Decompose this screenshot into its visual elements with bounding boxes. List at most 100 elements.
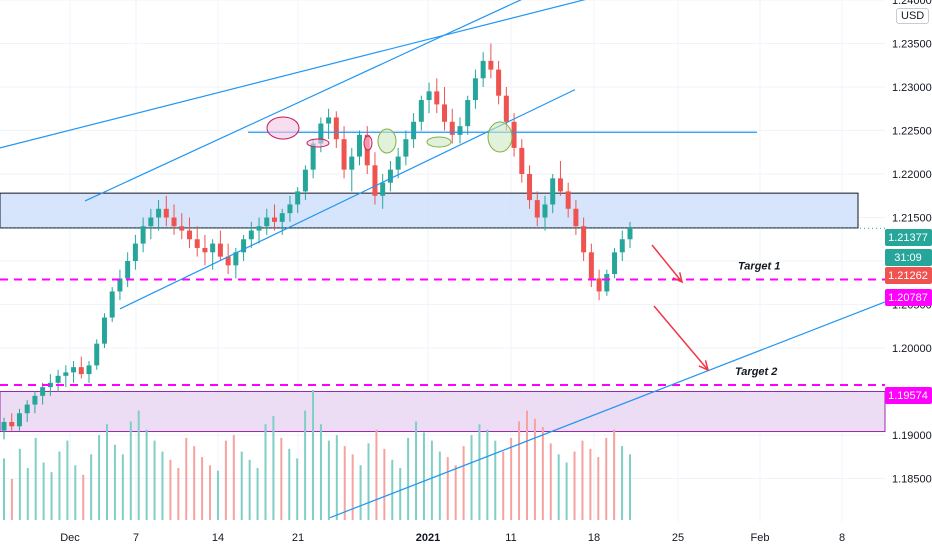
price-tick-label: 1.22000 xyxy=(892,169,932,181)
candle-body xyxy=(557,178,563,192)
currency-badge[interactable]: USD xyxy=(896,8,930,24)
time-tick-label: 14 xyxy=(212,532,224,544)
volume-bar xyxy=(375,429,378,520)
target-label: Target 1 xyxy=(738,261,780,273)
volume-bar xyxy=(232,435,235,520)
volume-bar xyxy=(66,440,69,520)
volume-bar xyxy=(446,457,449,520)
volume-bar xyxy=(34,437,37,520)
volume-bar xyxy=(98,435,101,520)
volume-bar xyxy=(272,416,275,520)
volume-bar xyxy=(327,440,330,520)
volume-bar xyxy=(407,437,410,520)
volume-bar xyxy=(470,435,473,520)
candle-body xyxy=(326,117,332,124)
price-tag xyxy=(885,229,932,246)
volume-bar xyxy=(161,451,164,520)
candle-body xyxy=(163,208,169,218)
candle-body xyxy=(55,375,61,383)
volume-bar xyxy=(502,451,505,520)
volume-bar xyxy=(597,457,600,520)
volume-bar xyxy=(106,424,109,520)
drawing-layer xyxy=(0,0,886,519)
volume-bar xyxy=(494,440,497,520)
volume-bar xyxy=(224,440,227,520)
volume-bar xyxy=(177,468,180,520)
volume-layer xyxy=(3,390,631,520)
volume-bar xyxy=(613,429,616,520)
volume-bar xyxy=(90,454,93,520)
volume-bar xyxy=(454,465,457,520)
candle-body xyxy=(604,274,610,292)
candle-body xyxy=(395,156,401,170)
price-tag xyxy=(885,267,932,284)
arrow-shaft xyxy=(651,244,683,283)
candle-body xyxy=(418,100,424,122)
volume-bar xyxy=(240,451,243,520)
volume-bar xyxy=(343,446,346,520)
candle-body xyxy=(519,147,525,174)
time-tick-label: Dec xyxy=(60,532,80,544)
volume-bar xyxy=(169,459,172,520)
volume-bar xyxy=(478,424,481,520)
volume-bar xyxy=(573,451,576,520)
volume-bar xyxy=(422,432,425,520)
candle-body xyxy=(256,226,262,231)
candle-body xyxy=(241,239,247,253)
volume-bar xyxy=(288,448,291,520)
candle-body xyxy=(16,413,22,427)
candle-body xyxy=(480,60,486,79)
arrow-head xyxy=(672,272,684,284)
candle-body xyxy=(271,217,277,222)
candle-layer xyxy=(1,43,633,440)
candle-body xyxy=(449,121,455,135)
candle-body xyxy=(573,208,579,227)
candle-body xyxy=(132,243,138,261)
arrow-shaft xyxy=(653,305,709,371)
volume-bar xyxy=(26,468,29,520)
volume-bar xyxy=(319,424,322,520)
candle-body xyxy=(333,117,339,140)
price-tag-label: 1.21262 xyxy=(888,270,928,282)
candle-body xyxy=(565,191,571,209)
volume-bar xyxy=(589,448,592,520)
volume-bar xyxy=(10,478,13,520)
candle-body xyxy=(403,139,409,157)
volume-bar xyxy=(42,462,45,520)
volume-bar xyxy=(510,437,513,520)
candle-body xyxy=(627,227,633,240)
volume-bar xyxy=(581,440,584,520)
arrow-head xyxy=(698,360,710,372)
candle-body xyxy=(496,69,502,96)
volume-bar xyxy=(248,459,251,520)
volume-bar xyxy=(296,458,299,520)
volume-bar xyxy=(137,410,140,520)
price-tick-label: 1.21500 xyxy=(892,213,932,225)
candle-body xyxy=(527,174,533,201)
trend-line xyxy=(329,301,886,519)
volume-bar xyxy=(74,465,77,520)
candle-body xyxy=(295,191,301,205)
candle-body xyxy=(372,165,378,196)
zone-layer xyxy=(0,192,886,433)
time-tick-label: 7 xyxy=(133,532,139,544)
candle-body xyxy=(426,91,432,101)
touch-highlight xyxy=(363,135,373,151)
candle-body xyxy=(47,382,53,388)
volume-bar xyxy=(82,474,85,520)
volume-bar xyxy=(18,448,21,520)
candle-body xyxy=(217,243,223,257)
trend-line xyxy=(0,0,586,149)
candle-body xyxy=(9,421,15,427)
candle-body xyxy=(349,156,355,170)
candle-body xyxy=(581,226,587,253)
volume-bar xyxy=(58,451,61,520)
price-tick-label: 1.23500 xyxy=(892,39,932,51)
candle-body xyxy=(186,230,192,240)
candle-body xyxy=(179,226,185,231)
candle-body xyxy=(434,91,440,105)
candle-body xyxy=(71,367,77,373)
volume-bar xyxy=(304,410,307,520)
